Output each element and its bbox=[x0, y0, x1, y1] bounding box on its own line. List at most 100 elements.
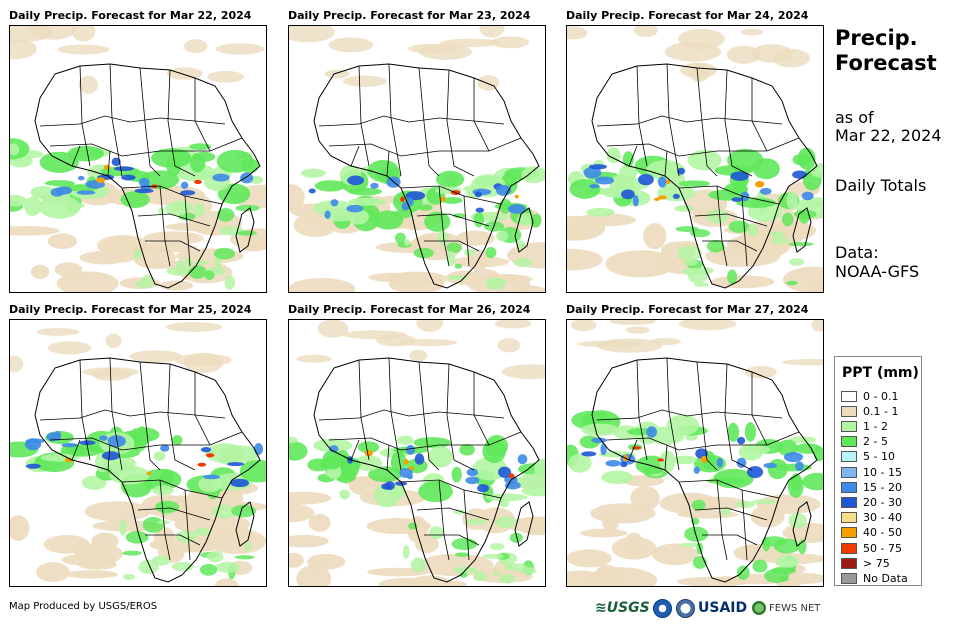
dry-area bbox=[56, 271, 119, 292]
heavy-rain-area bbox=[763, 462, 778, 469]
rain-area bbox=[10, 194, 27, 207]
country-border bbox=[678, 479, 780, 499]
heavy-rain-area bbox=[783, 451, 804, 463]
country-border bbox=[71, 145, 111, 177]
country-border bbox=[751, 372, 800, 446]
dry-area bbox=[206, 528, 266, 555]
rain-area bbox=[158, 207, 165, 215]
rain-area bbox=[786, 280, 798, 286]
rain-area bbox=[216, 207, 235, 222]
rain-area bbox=[465, 518, 487, 525]
country-border bbox=[438, 479, 450, 561]
legend-swatch bbox=[841, 390, 857, 402]
dry-area bbox=[416, 320, 444, 332]
rain-area bbox=[482, 439, 506, 464]
heavy-rain-area bbox=[203, 474, 220, 480]
rain-area bbox=[485, 246, 497, 259]
rain-area bbox=[192, 151, 216, 162]
heavy-rain-area bbox=[736, 457, 747, 468]
usaid-logo-text: USAID bbox=[698, 600, 748, 616]
rain-area bbox=[459, 443, 475, 456]
rain-area bbox=[174, 163, 215, 182]
heavy-rain-area bbox=[677, 167, 686, 175]
rain-area bbox=[353, 455, 383, 471]
rain-area bbox=[394, 232, 406, 244]
country-border bbox=[446, 363, 475, 471]
rain-area bbox=[504, 563, 528, 572]
rain-area bbox=[67, 145, 104, 162]
country-border bbox=[79, 359, 91, 461]
heavy-rain-area bbox=[347, 175, 364, 186]
heavy-rain-area bbox=[583, 166, 602, 179]
fews-net-logo-text: FEWS NET bbox=[769, 602, 821, 614]
dry-area bbox=[343, 75, 388, 87]
country-border bbox=[751, 78, 800, 152]
dry-area bbox=[782, 358, 823, 366]
legend-label: No Data bbox=[863, 571, 908, 585]
rain-area bbox=[207, 550, 224, 563]
country-border bbox=[159, 185, 171, 267]
dry-area bbox=[71, 26, 96, 42]
legend-swatch bbox=[841, 527, 857, 539]
dry-area bbox=[289, 552, 304, 568]
country-border bbox=[194, 372, 243, 446]
dry-area bbox=[296, 565, 332, 586]
dry-area bbox=[328, 37, 374, 53]
rain-area bbox=[736, 565, 750, 580]
country-border bbox=[636, 65, 648, 167]
country-border bbox=[666, 357, 680, 471]
heavy-rain-area bbox=[308, 188, 316, 194]
heavy-rain-area bbox=[55, 186, 72, 195]
dry-area bbox=[643, 223, 667, 250]
extreme-rain-area bbox=[95, 177, 106, 183]
rain-area bbox=[489, 542, 505, 551]
rain-area bbox=[687, 149, 722, 171]
rain-area bbox=[10, 143, 20, 156]
rain-area bbox=[244, 540, 252, 552]
rain-area bbox=[752, 559, 768, 573]
rain-area bbox=[678, 542, 703, 547]
rain-area bbox=[455, 552, 469, 557]
legend-label: 30 - 40 bbox=[863, 511, 902, 525]
rain-area bbox=[239, 459, 266, 483]
rain-area bbox=[684, 526, 709, 542]
legend-title: PPT (mm) bbox=[842, 365, 919, 381]
rain-area bbox=[809, 163, 823, 178]
extreme-rain-area bbox=[755, 180, 765, 188]
extreme-rain-area bbox=[508, 473, 515, 479]
rain-area bbox=[153, 451, 166, 461]
country-border bbox=[121, 479, 223, 499]
dry-area bbox=[440, 38, 502, 48]
legend-label: 40 - 50 bbox=[863, 526, 902, 540]
dry-area bbox=[293, 212, 338, 238]
dry-area bbox=[809, 279, 823, 292]
rain-area bbox=[435, 170, 465, 188]
legend-swatch bbox=[841, 542, 857, 554]
daily-totals-label: Daily Totals bbox=[835, 176, 927, 195]
country-border bbox=[724, 363, 753, 471]
rain-area bbox=[672, 455, 698, 465]
rain-area bbox=[175, 530, 197, 543]
legend-swatch bbox=[841, 420, 857, 432]
legend-item: 0.1 - 1 bbox=[841, 404, 898, 418]
country-border bbox=[446, 69, 475, 177]
country-border bbox=[716, 185, 728, 267]
dry-area bbox=[47, 233, 78, 249]
dry-area bbox=[726, 45, 761, 64]
rain-area bbox=[762, 536, 771, 552]
panel-title-3: Daily Precip. Forecast for Mar 24, 2024 bbox=[566, 9, 809, 22]
rain-area bbox=[727, 422, 740, 442]
heavy-rain-area bbox=[134, 188, 154, 194]
dry-area bbox=[387, 271, 448, 287]
madagascar-outline bbox=[514, 501, 534, 547]
dry-area bbox=[213, 578, 240, 586]
dry-area bbox=[625, 326, 650, 334]
extreme-rain-area bbox=[514, 194, 519, 199]
heavy-rain-area bbox=[76, 190, 96, 195]
extreme-rain-area bbox=[146, 471, 152, 476]
heavy-rain-area bbox=[25, 463, 41, 469]
rain-area bbox=[773, 538, 800, 554]
rain-area bbox=[485, 493, 528, 502]
rain-area bbox=[770, 237, 789, 245]
legend-item: 30 - 40 bbox=[841, 511, 902, 525]
